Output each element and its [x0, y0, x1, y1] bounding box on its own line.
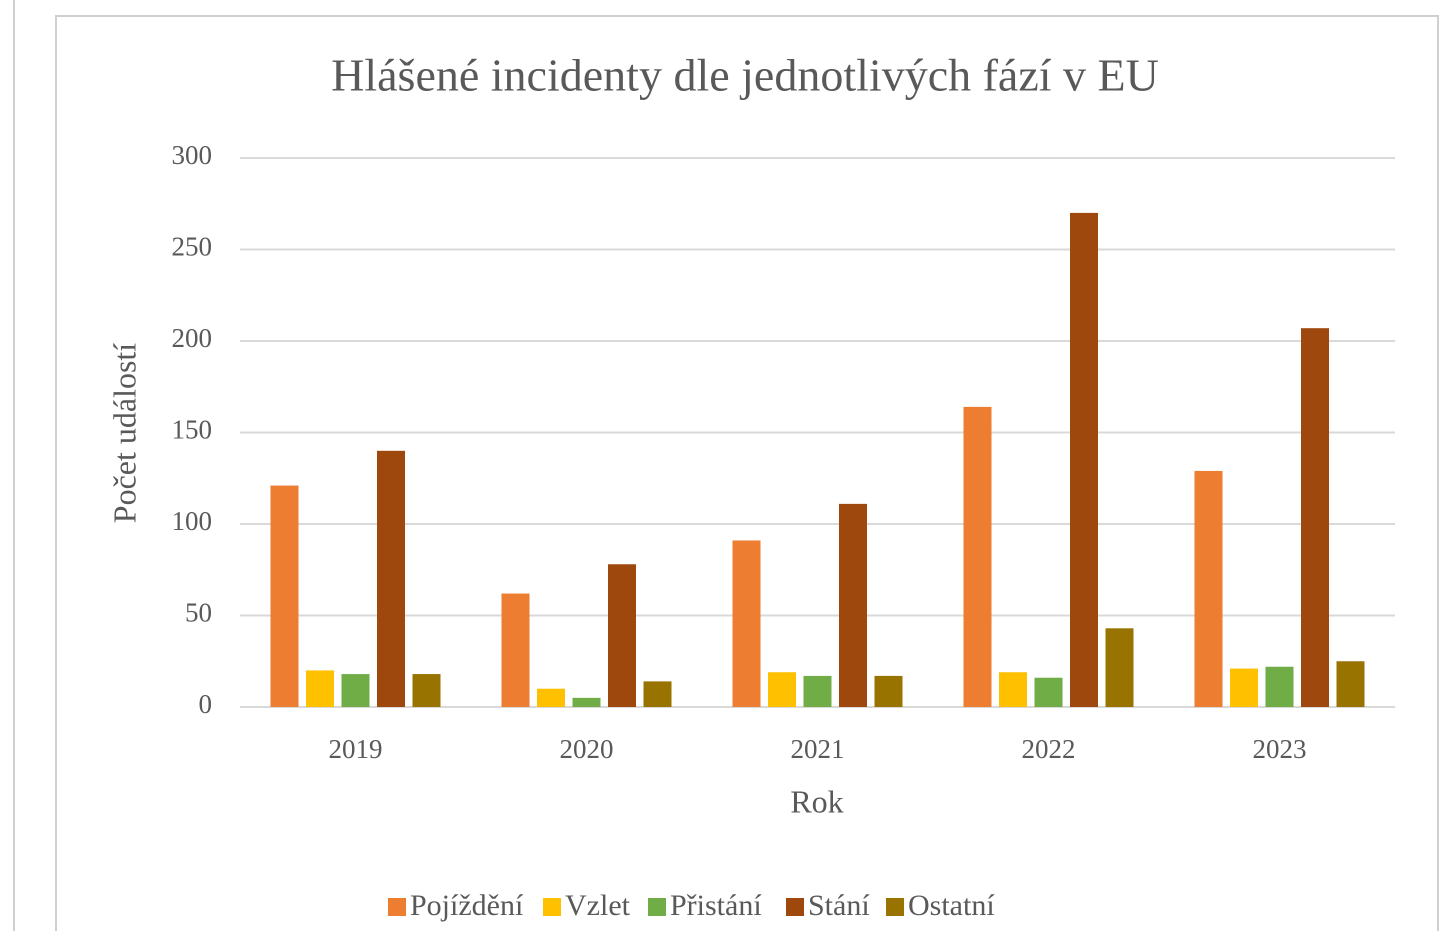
- legend-label: Přistání: [670, 889, 762, 922]
- y-tick-label: 300: [172, 140, 213, 170]
- bar: [1070, 212, 1098, 707]
- bar: [963, 406, 992, 707]
- x-tick-label: 2019: [329, 734, 383, 764]
- bar: [501, 593, 530, 707]
- bar: [1336, 661, 1365, 707]
- y-tick-label: 0: [199, 689, 213, 719]
- bar: [537, 688, 565, 707]
- bar: [643, 681, 672, 707]
- legend-swatch: [886, 898, 904, 916]
- bar: [377, 450, 405, 707]
- bar: [1265, 666, 1294, 707]
- legend-label: Stání: [808, 889, 870, 922]
- bar: [1194, 470, 1223, 707]
- legend-swatch: [648, 898, 666, 916]
- bar: [270, 485, 299, 707]
- bar: [608, 564, 636, 707]
- legend-label: Vzlet: [565, 889, 631, 922]
- legend-swatch: [388, 898, 406, 916]
- bar: [768, 672, 796, 707]
- bar: [412, 674, 441, 707]
- bar: [341, 674, 370, 707]
- y-axis-label: Počet událostí: [106, 343, 142, 524]
- x-tick-label: 2022: [1022, 734, 1076, 764]
- bar: [1105, 628, 1134, 707]
- y-tick-label: 200: [172, 323, 213, 353]
- legend-swatch: [543, 898, 561, 916]
- x-tick-label: 2020: [560, 734, 614, 764]
- x-axis-label: Rok: [790, 783, 843, 819]
- x-tick-label: 2021: [791, 734, 845, 764]
- bar: [803, 675, 832, 707]
- bar: [732, 540, 761, 707]
- bar: [874, 675, 903, 707]
- bar: [839, 503, 867, 707]
- bar: [999, 672, 1027, 707]
- bar: [1034, 677, 1063, 707]
- bar: [306, 670, 334, 707]
- x-tick-label: 2023: [1253, 734, 1307, 764]
- chart-frame: [55, 15, 1439, 931]
- y-tick-label: 50: [185, 598, 212, 628]
- y-tick-label: 100: [172, 506, 213, 536]
- legend-label: Pojíždění: [410, 889, 524, 922]
- legend-label: Ostatní: [908, 889, 995, 922]
- bar: [1301, 328, 1329, 707]
- chart-title: Hlášené incidenty dle jednotlivých fází …: [331, 50, 1159, 101]
- bar: [572, 697, 601, 707]
- y-tick-label: 150: [172, 415, 213, 445]
- bar: [1230, 668, 1258, 707]
- legend-swatch: [786, 898, 804, 916]
- y-tick-label: 250: [172, 232, 213, 262]
